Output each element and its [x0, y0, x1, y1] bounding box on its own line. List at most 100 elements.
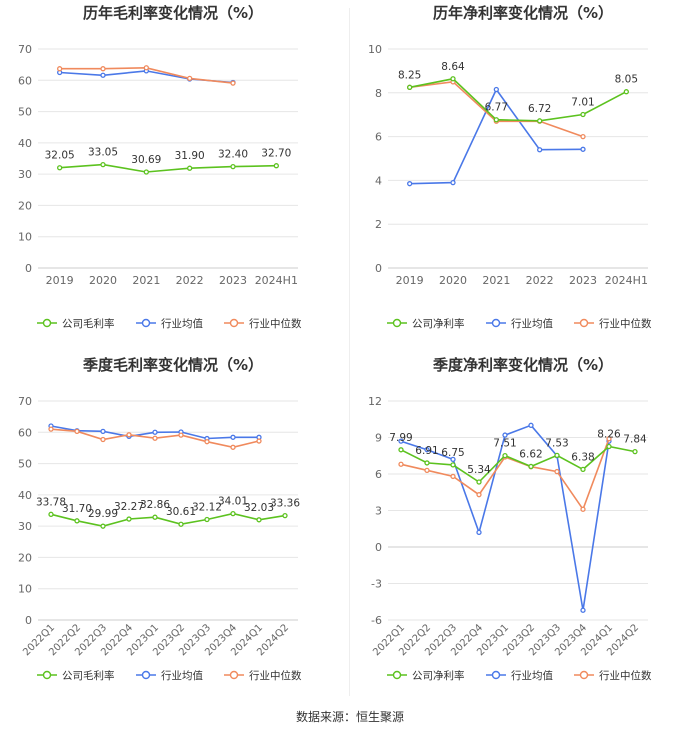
data-point-median	[606, 436, 612, 442]
data-label: 6.91	[415, 445, 438, 457]
legend-item-median: 行业中位数	[574, 317, 652, 330]
y-tick-label: 10	[18, 583, 32, 596]
y-tick-label: 12	[368, 395, 382, 408]
legend-swatch-marker	[141, 670, 151, 680]
quarterly-gross-margin-chart: 季度毛利率变化情况（%） 0 10 20 30 40 50 60 70 2022Q1 2022Q2 2…	[0, 352, 350, 704]
data-label: 33.36	[270, 498, 300, 510]
y-tick-label: 10	[18, 231, 32, 244]
legend-swatch-marker	[229, 670, 239, 680]
data-point-median	[398, 461, 404, 467]
y-tick-label: 50	[18, 106, 32, 119]
data-label: 7.84	[623, 434, 647, 446]
chart-title: 季度净利率变化情况（%）	[433, 356, 613, 374]
data-point-company	[580, 111, 586, 118]
legend-swatch-marker	[491, 318, 501, 328]
legend-swatch-marker	[42, 318, 52, 328]
legend-item-avg: 行业均值	[486, 317, 553, 330]
series-line-company	[409, 77, 627, 122]
data-point-avg	[450, 456, 456, 463]
legend-label: 行业中位数	[599, 669, 652, 682]
data-point-avg	[502, 432, 508, 438]
data-source-label: 数据来源：恒生聚源	[295, 710, 404, 724]
data-point-company	[57, 165, 63, 171]
data-label: 32.86	[140, 499, 170, 511]
data-point-avg	[100, 428, 106, 434]
x-tick-label: 2020	[439, 274, 467, 287]
y-tick-label: 30	[18, 168, 32, 181]
x-tick-label: 2024H1	[605, 274, 648, 287]
chart-title: 历年毛利率变化情况（%）	[83, 4, 263, 22]
legend-label: 行业均值	[511, 317, 553, 330]
y-tick-label: 60	[18, 426, 32, 439]
legend-item-median: 行业中位数	[574, 669, 652, 682]
y-tick-label: 2	[375, 218, 382, 231]
data-point-company	[143, 169, 149, 175]
data-point-median	[450, 473, 456, 480]
data-label: 34.01	[218, 496, 248, 508]
x-tick-label: 2021	[132, 274, 160, 287]
y-tick-label: 10	[368, 43, 382, 56]
data-point-avg	[424, 447, 430, 453]
legend-label: 行业中位数	[249, 669, 302, 682]
y-tick-label: 0	[25, 614, 32, 627]
chart-svg: 季度净利率变化情况（%）-6-30369122022Q12022Q22022Q3…	[368, 356, 652, 682]
chart-svg: 历年净利率变化情况（%） 0 2 4 6 8 10 2019 2020 2021 2022 2023 2…	[368, 4, 652, 330]
x-tick-label: 2023	[219, 274, 247, 287]
data-point-median	[48, 426, 54, 432]
y-tick-label: 50	[18, 458, 32, 471]
data-label: 6.77	[485, 102, 508, 114]
chart-title: 历年净利率变化情况（%）	[433, 4, 613, 22]
legend-item-avg: 行业均值	[136, 317, 203, 330]
y-tick-label: 20	[18, 551, 32, 564]
y-tick-label: 40	[18, 489, 32, 502]
series-line-company	[59, 163, 277, 173]
y-tick-label: 0	[25, 262, 32, 275]
series-line-company	[50, 512, 286, 528]
data-point-company	[282, 512, 288, 519]
legend-item-company: 公司毛利率	[37, 317, 115, 330]
legend-swatch-marker	[491, 670, 501, 680]
data-label: 6.72	[528, 103, 551, 115]
data-point-median	[126, 432, 132, 438]
x-tick-label: 2020	[89, 274, 117, 287]
legend-swatch-marker	[229, 318, 239, 328]
data-point-median	[100, 436, 106, 443]
data-label: 7.53	[545, 437, 568, 449]
data-point-median	[424, 467, 430, 473]
data-point-company	[528, 463, 534, 470]
data-point-company	[230, 163, 236, 170]
y-tick-label: 20	[18, 199, 32, 212]
data-point-median	[204, 439, 210, 445]
data-point-median	[580, 506, 586, 512]
x-tick-label: 2024H1	[255, 274, 298, 287]
data-label: 6.62	[519, 448, 542, 460]
x-tick-label: 2021	[482, 274, 510, 287]
data-point-company	[606, 443, 612, 450]
data-label: 8.26	[597, 429, 621, 441]
y-tick-label: 3	[375, 505, 382, 518]
data-point-median	[100, 66, 106, 72]
data-point-avg	[398, 438, 404, 444]
data-point-company	[204, 516, 210, 523]
data-label: 8.05	[615, 74, 638, 86]
chart-svg: 季度毛利率变化情况（%）0102030405060702022Q12022Q22…	[18, 356, 302, 682]
legend-swatch-marker	[141, 318, 151, 328]
y-tick-label: 70	[18, 395, 32, 408]
legend-swatch-marker	[579, 318, 589, 328]
data-point-median	[152, 435, 158, 441]
y-tick-label: 0	[375, 541, 382, 554]
y-tick-label: -3	[371, 578, 382, 591]
data-point-median	[74, 428, 80, 434]
legend-label: 行业中位数	[599, 317, 652, 330]
legend-label: 行业均值	[161, 317, 203, 330]
data-point-company	[187, 165, 193, 171]
data-label: 32.27	[114, 501, 144, 513]
data-point-company	[230, 510, 236, 517]
data-label: 6.75	[441, 447, 464, 459]
data-point-company	[126, 516, 132, 522]
data-point-company	[632, 448, 638, 455]
x-tick-label: 2019	[46, 274, 74, 287]
legend-label: 行业均值	[511, 669, 553, 682]
legend-swatch-marker	[42, 670, 52, 680]
data-point-avg	[100, 72, 106, 78]
